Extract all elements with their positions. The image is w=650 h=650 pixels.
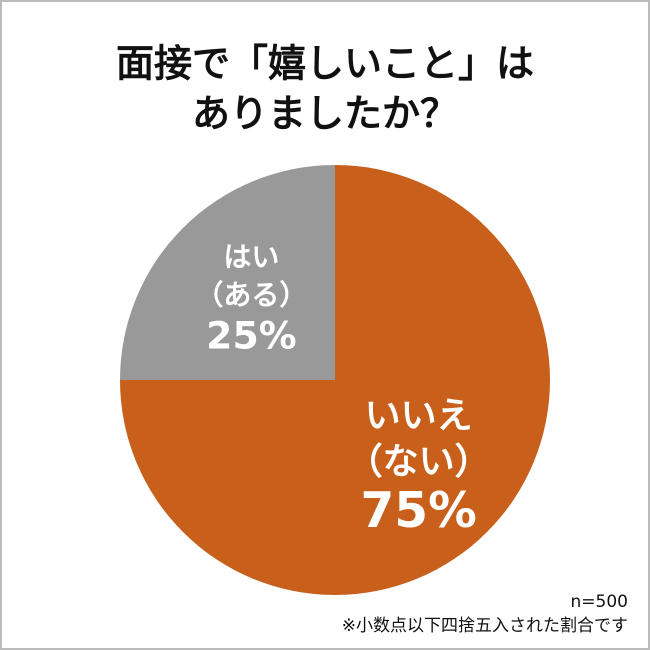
footnote: ※小数点以下四捨五入された割合です [342,616,628,636]
slice-value-label: 25% [206,314,296,358]
pie-slice [120,165,335,380]
slice-category: はい （ある） [195,240,307,311]
sample-size: n=500 [571,592,628,612]
chart-title: ありましたか？ [192,92,458,136]
slice-value-label: 75% [360,483,476,539]
slice-category: いいえ （ない） [347,396,491,483]
category-line: （ない） [347,442,491,483]
category-line: （ある） [195,278,307,311]
chart-title: 面接で「嬉しいこと」は [116,42,534,86]
category-line: はい [223,240,279,273]
category-line: いいえ [365,396,473,437]
